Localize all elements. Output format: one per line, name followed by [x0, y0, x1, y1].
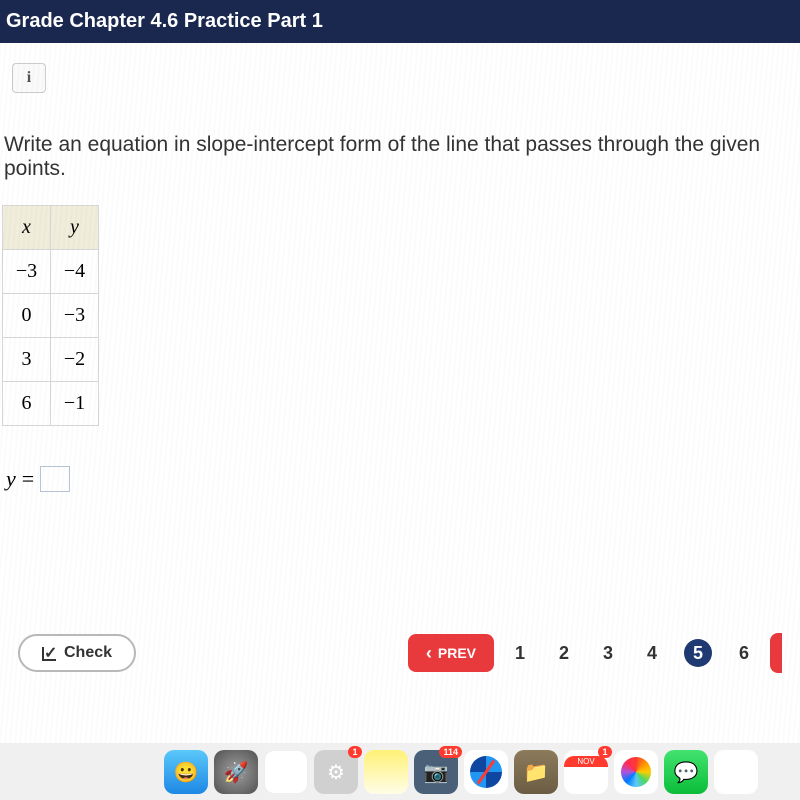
page-title: Grade Chapter 4.6 Practice Part 1: [6, 10, 323, 32]
page-4[interactable]: 4: [640, 643, 664, 664]
table-row: 0 −3: [3, 294, 99, 338]
finder-icon[interactable]: 😀: [164, 750, 208, 794]
page-2[interactable]: 2: [552, 643, 576, 664]
table-row: 3 −2: [3, 338, 99, 382]
notes-icon[interactable]: [364, 750, 408, 794]
equals-sign: =: [22, 466, 34, 492]
folder-icon[interactable]: 📁: [514, 750, 558, 794]
page-6[interactable]: 6: [732, 643, 756, 664]
prev-label: PREV: [438, 645, 476, 661]
page-5[interactable]: 5: [684, 639, 712, 667]
page-1[interactable]: 1: [508, 643, 532, 664]
col-header-y: y: [51, 206, 99, 250]
more-apps-icon[interactable]: •••: [714, 750, 758, 794]
calendar-icon[interactable]: NOV 13 1: [564, 750, 608, 794]
prev-button[interactable]: ‹ PREV: [408, 634, 494, 672]
table-row: 6 −1: [3, 382, 99, 426]
page-header: Grade Chapter 4.6 Practice Part 1: [0, 0, 800, 43]
apple-news-icon[interactable]: N: [264, 750, 308, 794]
equation-lhs: y: [6, 466, 16, 492]
safari-icon[interactable]: [464, 750, 508, 794]
messages-icon[interactable]: 💬: [664, 750, 708, 794]
bottom-toolbar: Check ‹ PREV 1 2 3 4 5 6: [0, 633, 800, 673]
equation-prompt: y =: [6, 466, 800, 492]
chevron-left-icon: ‹: [426, 644, 432, 662]
info-button[interactable]: i: [12, 63, 46, 93]
pager: 1 2 3 4 5 6: [508, 639, 756, 667]
content-area: i Write an equation in slope-intercept f…: [0, 43, 800, 743]
system-settings-icon[interactable]: ⚙1: [314, 750, 358, 794]
macos-dock: 😀 🚀 N ⚙1 📷114 📁 NOV 13 1 💬 •••: [156, 746, 766, 798]
info-icon: i: [27, 69, 31, 87]
photos-icon[interactable]: [614, 750, 658, 794]
check-icon: [42, 645, 58, 661]
check-label: Check: [64, 644, 112, 662]
next-button[interactable]: [770, 633, 782, 673]
calendar-day: 13: [576, 767, 596, 789]
calendar-badge: 1: [598, 746, 612, 758]
check-button[interactable]: Check: [18, 634, 136, 672]
question-text: Write an equation in slope-intercept for…: [0, 133, 800, 181]
data-table: x y −3 −4 0 −3 3 −2 6 −1: [2, 205, 99, 426]
table-row: −3 −4: [3, 250, 99, 294]
launchpad-icon[interactable]: 🚀: [214, 750, 258, 794]
settings-badge: 1: [348, 746, 362, 758]
photobooth-badge: 114: [439, 746, 462, 758]
photobooth-icon[interactable]: 📷114: [414, 750, 458, 794]
answer-input[interactable]: [40, 466, 70, 492]
col-header-x: x: [3, 206, 51, 250]
page-3[interactable]: 3: [596, 643, 620, 664]
